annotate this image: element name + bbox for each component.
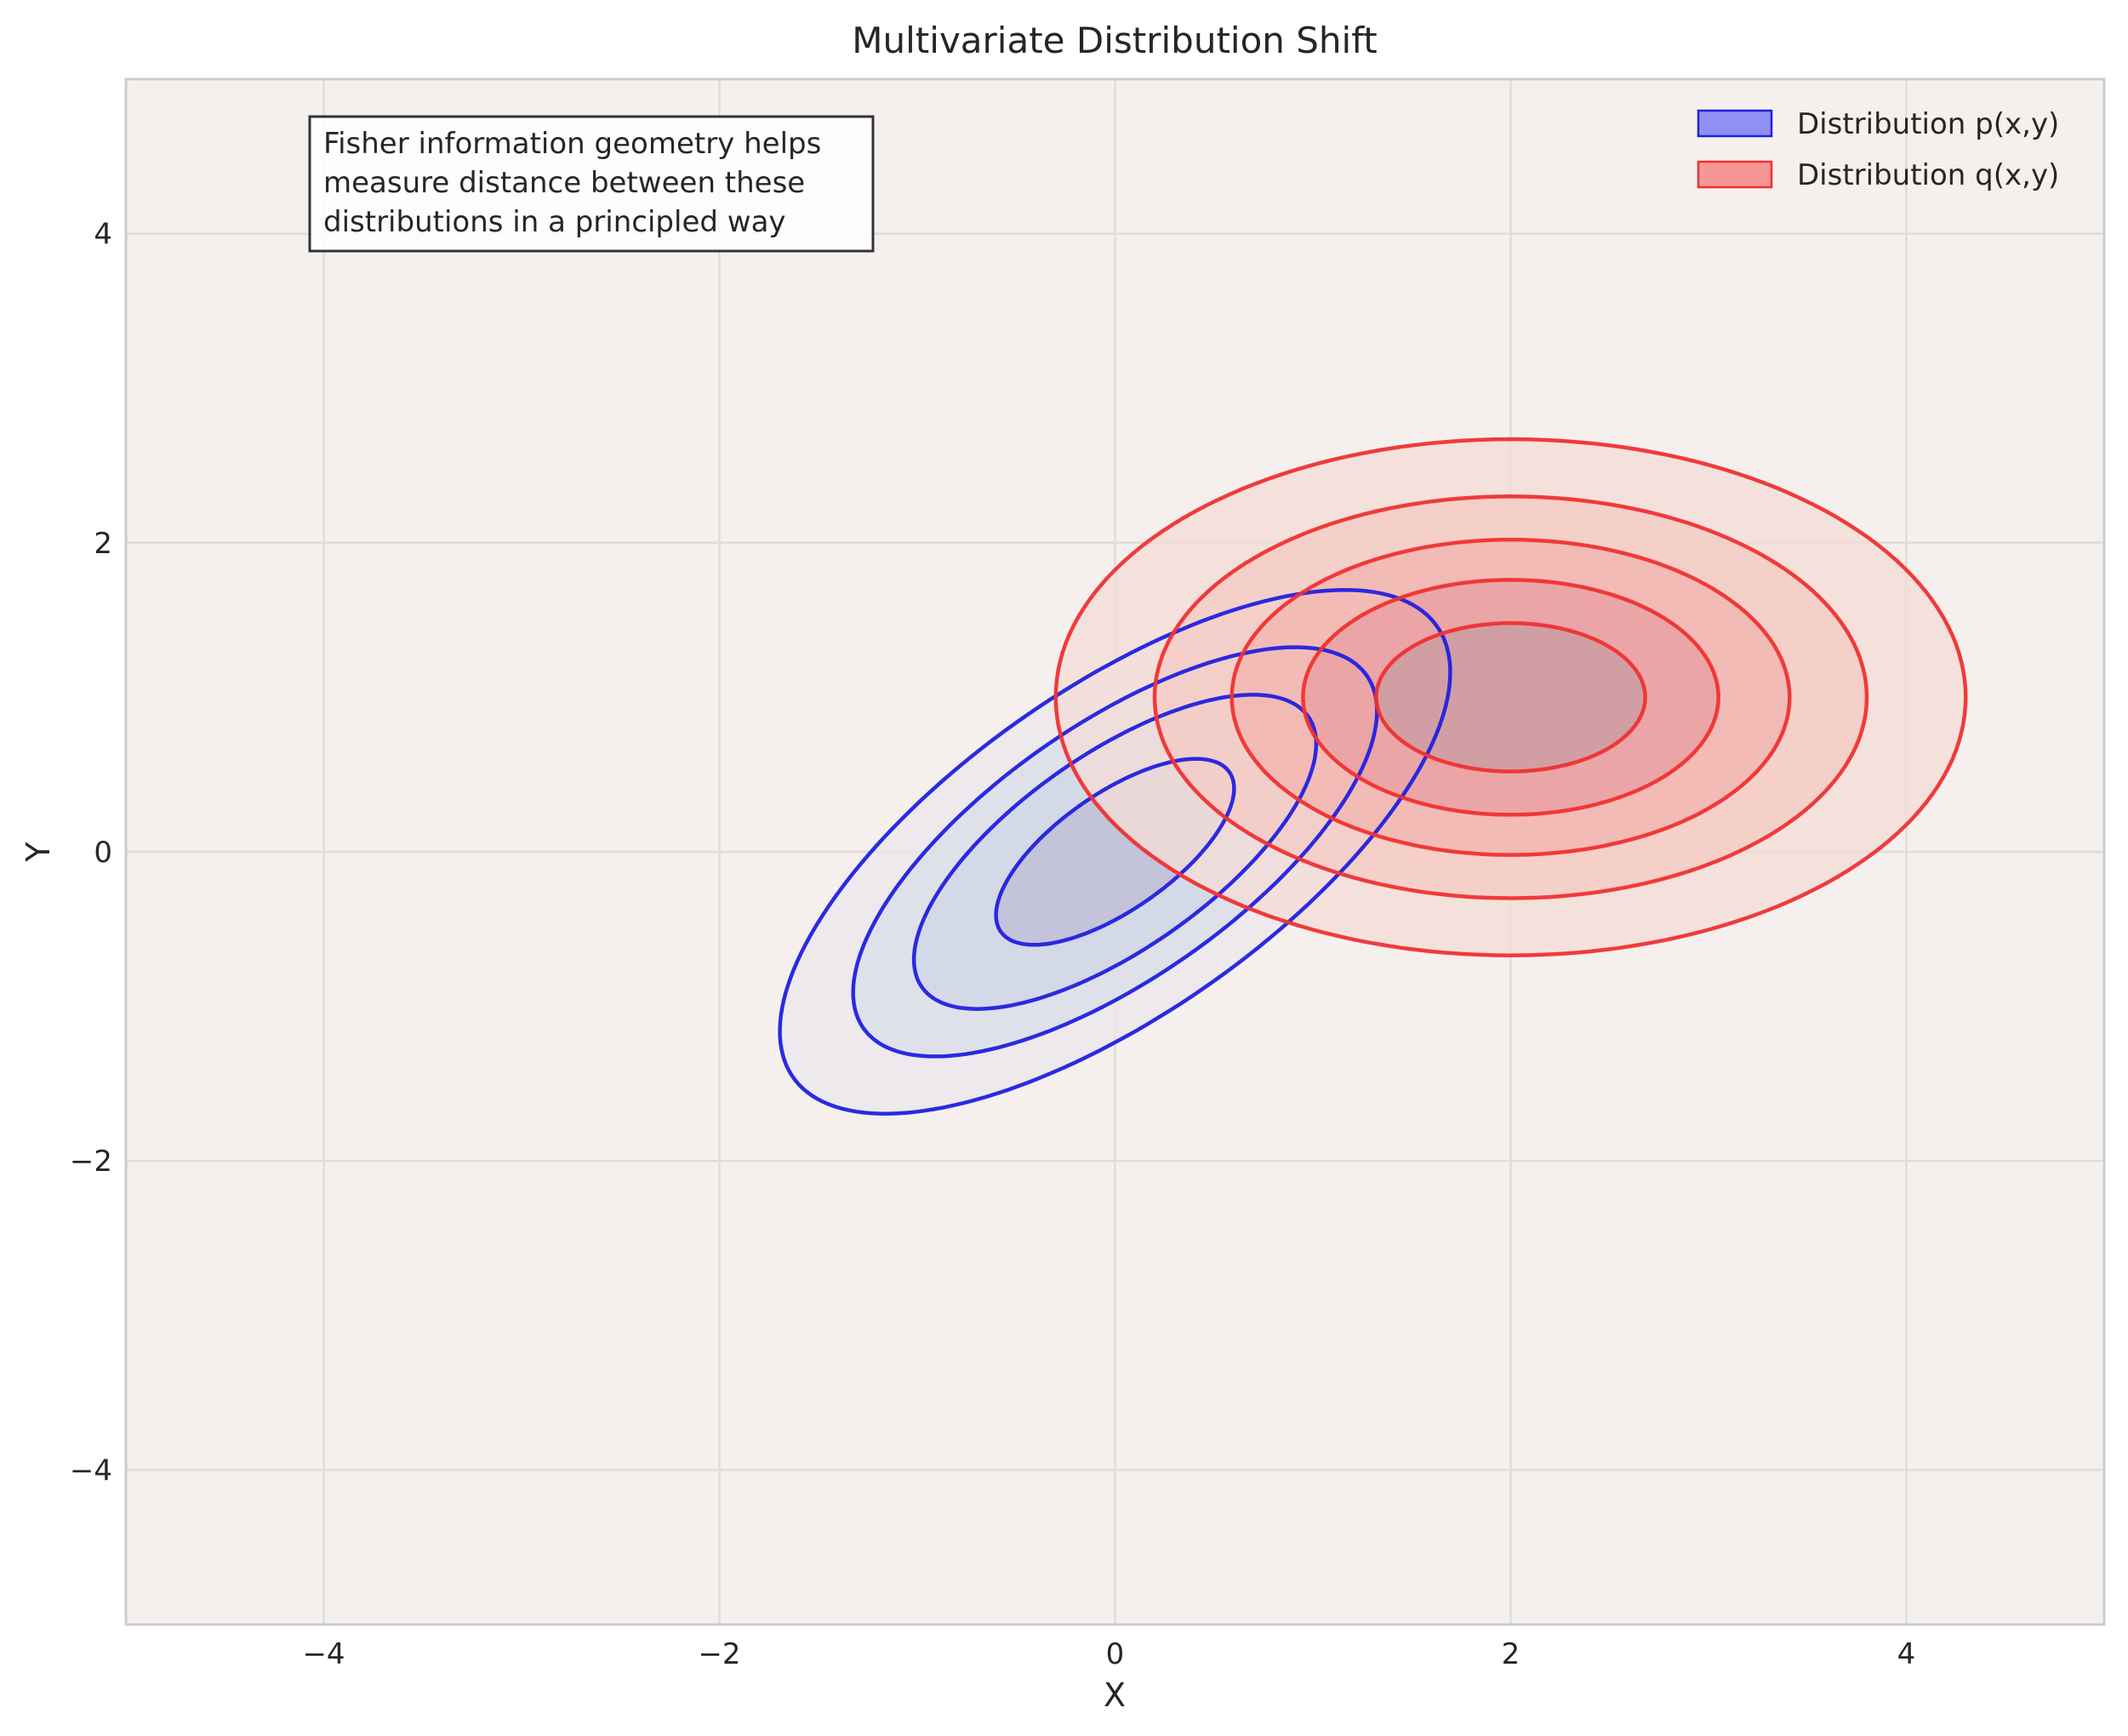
x-tick-label: 2: [1502, 1637, 1520, 1671]
legend-label-p: Distribution p(x,y): [1797, 107, 2059, 141]
contour-line-p: [778, 588, 1452, 1116]
y-tick-label: 0: [94, 836, 112, 870]
y-tick-label: −4: [70, 1453, 112, 1488]
annotation-line-2: measure distance between these: [323, 166, 805, 200]
y-tick-label: 2: [94, 527, 112, 561]
legend-item-p: Distribution p(x,y): [1697, 107, 2059, 141]
y-axis-label: Y: [20, 842, 57, 863]
contour-fill-q: [1376, 623, 1646, 772]
contour-line-q: [1229, 537, 1792, 857]
legend: Distribution p(x,y) Distribution q(x,y): [1697, 107, 2059, 192]
x-tick-label: 0: [1106, 1637, 1125, 1671]
legend-swatch-q: [1697, 160, 1773, 189]
contour-line-q: [1053, 437, 1968, 957]
x-tick-label: −4: [302, 1637, 345, 1671]
y-tick-label: −2: [70, 1145, 112, 1179]
annotation-line-3: distributions in a principled way: [323, 205, 786, 239]
x-axis-label: X: [1104, 1676, 1126, 1714]
tick-labels: −4 −2 0 2 4 −4 −2 0 2 4: [70, 218, 1915, 1671]
chart-title: Multivariate Distribution Shift: [852, 20, 1377, 61]
contour-line-q: [1374, 620, 1647, 774]
contour-line-p: [994, 757, 1236, 947]
contour-line-p: [851, 645, 1379, 1059]
annotation-box: Fisher information geometry helps measur…: [308, 115, 875, 253]
plot-border: [124, 77, 2106, 1626]
y-tick-label: 4: [94, 218, 112, 252]
x-tick-label: 4: [1897, 1637, 1916, 1671]
legend-label-q: Distribution q(x,y): [1797, 158, 2059, 192]
contour-line-q: [1301, 578, 1720, 817]
annotation-line-1: Fisher information geometry helps: [323, 127, 821, 161]
contour-line-p: [911, 693, 1319, 1011]
contour-lines: [778, 437, 1968, 1116]
contour-line-q: [1152, 494, 1869, 900]
legend-swatch-p: [1697, 109, 1773, 138]
x-tick-label: −2: [698, 1637, 740, 1671]
legend-item-q: Distribution q(x,y): [1697, 158, 2059, 192]
